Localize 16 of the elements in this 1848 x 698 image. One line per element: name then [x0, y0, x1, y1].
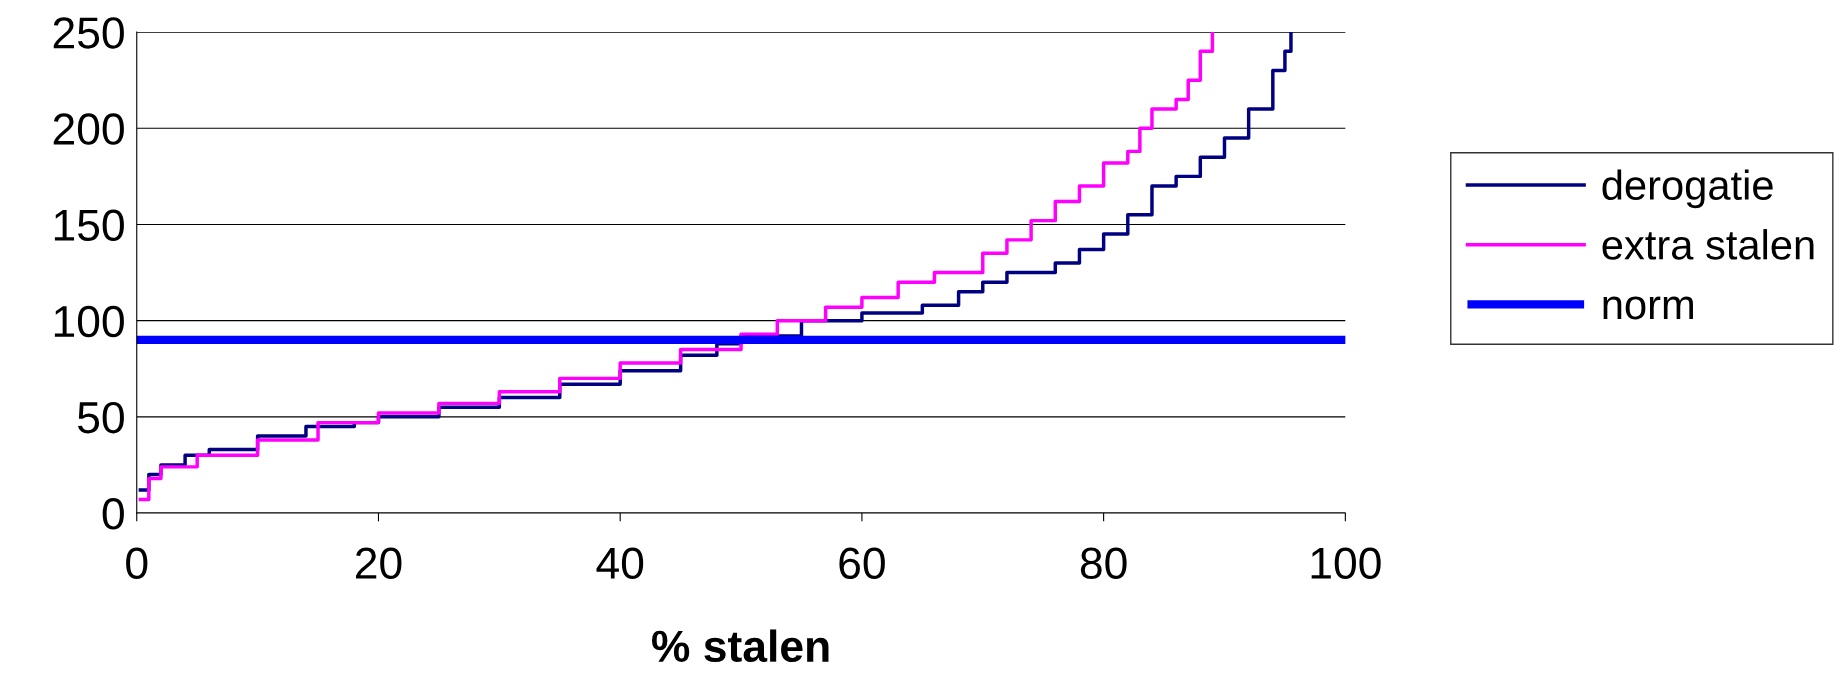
x-tick-label: 0 — [126, 547, 148, 580]
legend-label: extra stalen — [1602, 229, 1814, 260]
y-tick-label: 0 — [102, 498, 124, 530]
legend-label: norm — [1603, 296, 1693, 320]
y-tick-label: 100 — [54, 305, 124, 338]
y-tick-label: 200 — [53, 113, 124, 145]
y-tick-label: 150 — [54, 209, 124, 242]
x-tick-label: 40 — [596, 547, 644, 580]
x-tick-label: 60 — [839, 547, 885, 580]
x-axis-title: % stalen — [652, 629, 829, 663]
x-tick-label: 20 — [355, 547, 402, 580]
y-tick-label: 50 — [77, 401, 124, 434]
x-tick-label: 80 — [1080, 547, 1127, 580]
legend-label: derogatie — [1602, 169, 1773, 209]
x-tick-label: 100 — [1311, 547, 1381, 580]
y-tick-label: 250 — [53, 17, 124, 49]
